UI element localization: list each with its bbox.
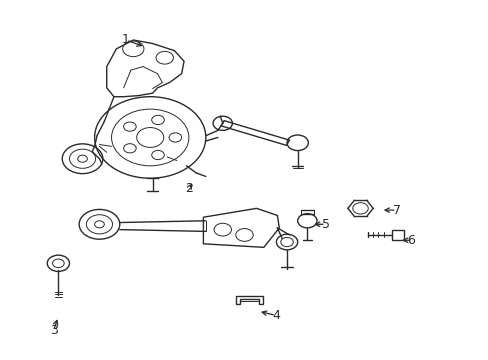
Text: 2: 2 [184,183,192,195]
FancyBboxPatch shape [391,230,403,239]
Text: 7: 7 [392,204,400,217]
Text: 4: 4 [271,309,279,322]
Text: 1: 1 [122,33,130,46]
Text: 3: 3 [49,324,58,337]
Text: 6: 6 [407,234,414,247]
Text: 5: 5 [321,218,329,231]
